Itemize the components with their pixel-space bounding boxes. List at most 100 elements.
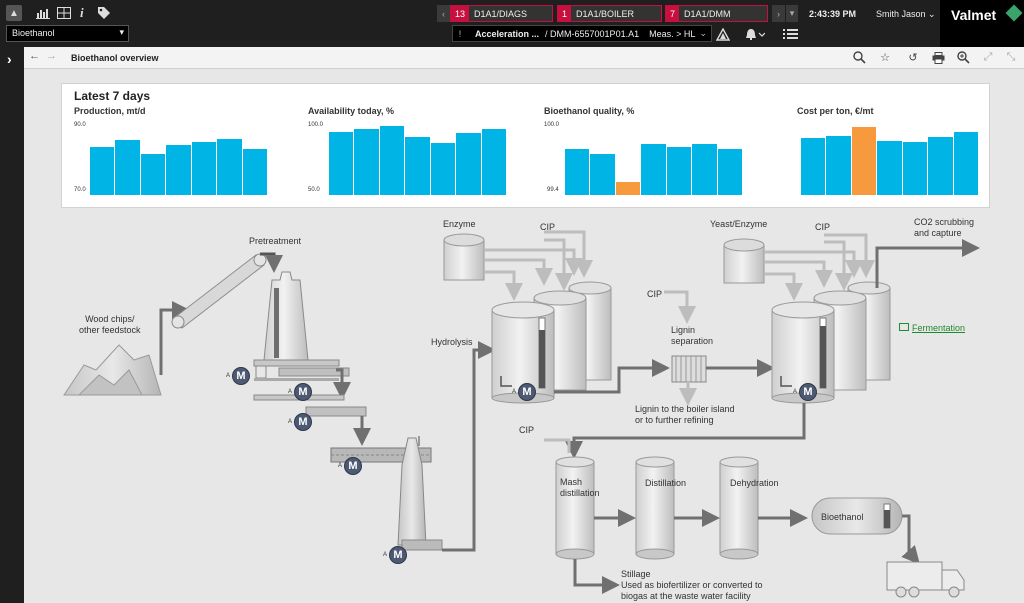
- label-line: and capture: [914, 228, 962, 238]
- motor-mode-label: A: [512, 389, 517, 395]
- chart-bar[interactable]: [692, 144, 717, 195]
- chart-bar[interactable]: [877, 140, 902, 195]
- chart-bar[interactable]: [953, 131, 978, 195]
- chart-bar[interactable]: [90, 146, 115, 195]
- chart-bar[interactable]: [565, 149, 590, 195]
- collapse-up-icon[interactable]: ▲: [6, 5, 22, 21]
- bell-icon[interactable]: [745, 26, 765, 42]
- star-icon[interactable]: ☆: [880, 52, 890, 64]
- display-link-icon[interactable]: [899, 323, 909, 331]
- alarm-boiler[interactable]: 1 D1A1/BOILER: [557, 5, 662, 22]
- y-tick-label: 70.0: [74, 187, 86, 193]
- enzyme-tank-top: [443, 233, 485, 247]
- chart-bar[interactable]: [430, 142, 456, 195]
- zoom-in-icon[interactable]: [954, 50, 972, 65]
- enzyme-label: Enzyme: [443, 219, 476, 229]
- info-icon[interactable]: i: [80, 5, 84, 20]
- truck-wheel: [908, 586, 920, 598]
- chart-bar[interactable]: [405, 137, 430, 195]
- layout-icon[interactable]: [57, 5, 71, 21]
- alarm-dmm[interactable]: 7 D1A1/DMM: [665, 5, 768, 22]
- chart-bar[interactable]: [242, 148, 267, 195]
- chart-bar[interactable]: [329, 131, 354, 195]
- chart-bar[interactable]: [717, 149, 742, 195]
- flow-line: [484, 248, 583, 276]
- chart-bar[interactable]: [928, 137, 953, 195]
- chart-bar[interactable]: [140, 153, 166, 195]
- page-title: Bioethanol overview: [71, 53, 159, 63]
- flow-line: [260, 252, 283, 273]
- flow-line: [544, 238, 573, 291]
- trend-icon[interactable]: [36, 5, 50, 21]
- label-line: distillation: [560, 488, 600, 498]
- search-icon[interactable]: [850, 50, 868, 65]
- chart-bar[interactable]: [166, 145, 191, 195]
- print-icon[interactable]: [929, 50, 947, 65]
- label-line: Lignin to the boiler island: [635, 404, 735, 414]
- brand-name: Valmet: [951, 7, 997, 23]
- chart-bar[interactable]: [379, 126, 405, 195]
- chart-bar[interactable]: [191, 141, 217, 195]
- menu-icon[interactable]: [783, 26, 798, 42]
- kpi-panel: Latest 7 days Production, mt/d 90.0 70.0…: [61, 83, 990, 208]
- area-selector[interactable]: Bioethanol ▾: [6, 25, 129, 42]
- chart-bar[interactable]: [354, 128, 379, 195]
- alarm-label: D1A1/DIAGS: [474, 8, 528, 19]
- back-arrow-icon[interactable]: ←: [29, 50, 40, 62]
- chart-bar[interactable]: [826, 135, 851, 195]
- alarm-diags[interactable]: 13 D1A1/DIAGS: [450, 5, 553, 22]
- breadcrumb[interactable]: ! Acceleration ... / DMM-6557001P01.A1 M…: [452, 25, 712, 42]
- flow-line: [159, 301, 190, 375]
- chart-bar[interactable]: [641, 144, 666, 195]
- label-line: Used as biofertilizer or converted to: [621, 580, 763, 590]
- truck-wheel: [895, 586, 907, 598]
- conveyor-roller: [253, 253, 267, 267]
- column-bottom: [555, 548, 595, 560]
- history-icon[interactable]: ↺: [908, 52, 918, 64]
- tag-icon[interactable]: [97, 5, 111, 21]
- alarm-count: 7: [666, 6, 680, 21]
- breadcrumb-item: Meas. > HL: [649, 28, 696, 39]
- flow-line: [764, 272, 803, 301]
- chart-bar[interactable]: [115, 139, 140, 195]
- chart-bar[interactable]: [456, 132, 481, 195]
- quality-chart: Bioethanol quality, % 100.0 99.4: [544, 84, 744, 209]
- chart-bar[interactable]: [590, 153, 615, 195]
- chart-bar[interactable]: [851, 127, 877, 195]
- alarm-next-button[interactable]: ›: [772, 5, 785, 22]
- alarm-prev-button[interactable]: ‹: [437, 5, 450, 22]
- column-bottom: [635, 548, 675, 560]
- valmet-logo-icon: [1005, 4, 1023, 22]
- chart-bar[interactable]: [217, 138, 242, 195]
- flow-line: [565, 403, 806, 459]
- tank-level-fill: [539, 330, 545, 388]
- alarm-expand-button[interactable]: ▾: [786, 5, 798, 22]
- reactor-level-bar: [274, 288, 279, 358]
- motor-mode-label: A: [288, 419, 293, 425]
- valmet-triangle-icon[interactable]: [716, 26, 730, 42]
- chart-bar[interactable]: [615, 182, 641, 195]
- chart-bar[interactable]: [902, 141, 928, 195]
- user-menu[interactable]: Smith Jason ⌄: [876, 9, 936, 20]
- process-flow-graphic: [63, 230, 980, 598]
- fullscreen-icon[interactable]: ⤡: [1006, 51, 1016, 63]
- zoom-fit-icon[interactable]: ⤢: [983, 51, 993, 63]
- pretreatment-reactor: [263, 271, 309, 361]
- plot-area: [801, 126, 979, 195]
- chart-bar[interactable]: [801, 137, 826, 195]
- motor-icon: M: [799, 383, 817, 401]
- fermentation-link[interactable]: Fermentation: [912, 323, 966, 333]
- chart-bar[interactable]: [666, 146, 692, 195]
- motor-icon: M: [294, 413, 312, 431]
- dehydration-label: Dehydration: [730, 478, 779, 488]
- side-panel-toggle[interactable]: ›: [0, 47, 24, 603]
- chart-bar[interactable]: [481, 128, 506, 195]
- forward-arrow-icon[interactable]: →: [46, 50, 57, 62]
